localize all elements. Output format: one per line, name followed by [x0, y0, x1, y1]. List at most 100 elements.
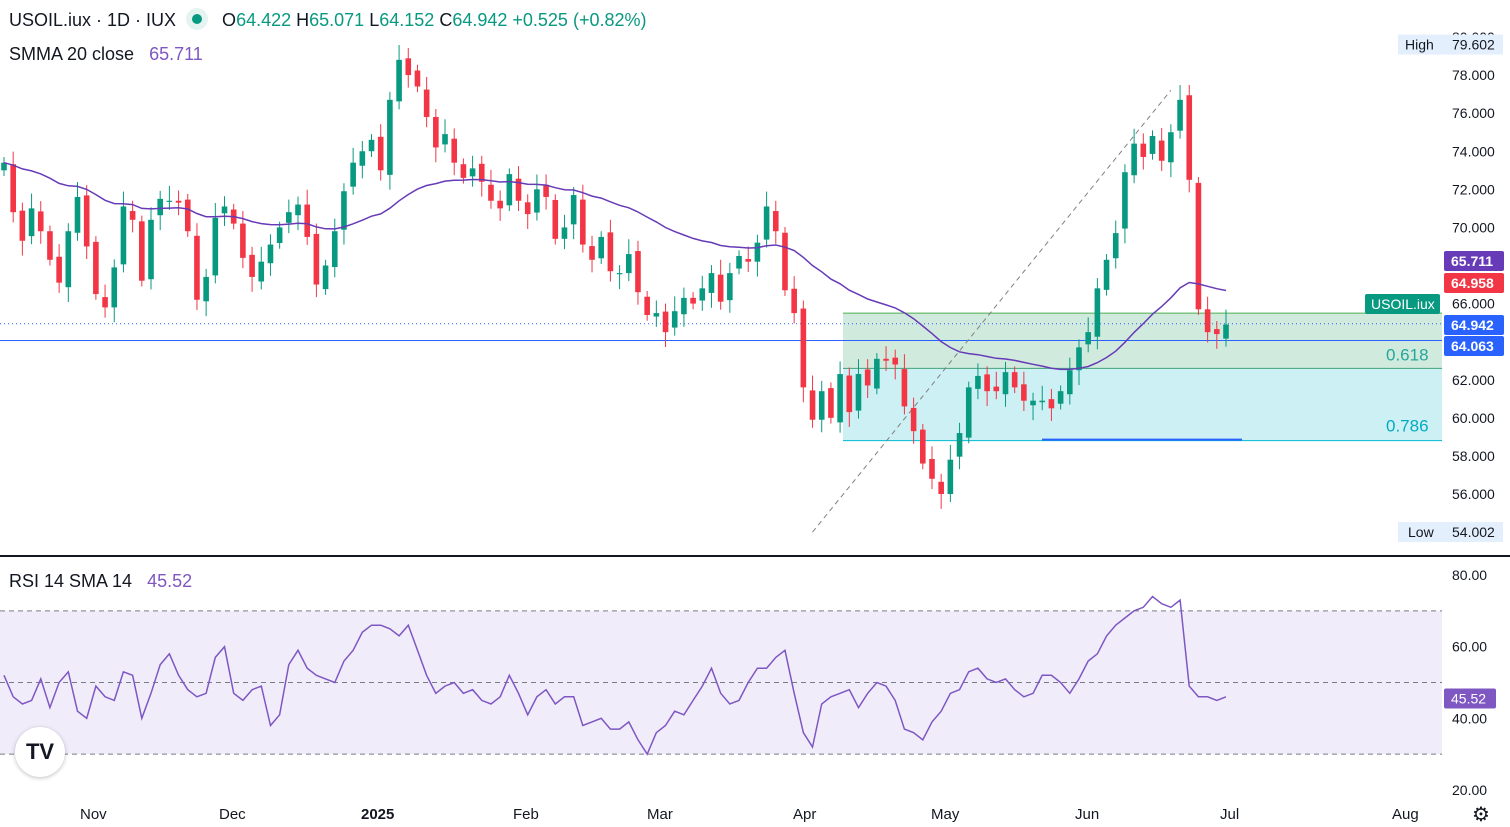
candle-body: [166, 200, 173, 202]
high-tag-value: 79.602: [1452, 37, 1495, 53]
rsi-value: 45.52: [147, 571, 193, 591]
candle-body: [772, 211, 779, 232]
candle-body: [414, 70, 421, 87]
candle-body: [387, 99, 393, 175]
candle-body: [1048, 399, 1055, 409]
rsi-line: [3, 595, 1227, 756]
candle-body: [111, 267, 118, 308]
candle-body: [809, 390, 816, 420]
open-value: 64.422: [236, 9, 292, 30]
candle-body: [1158, 140, 1165, 161]
symbol-tag-bg: [1365, 294, 1440, 314]
candle-body: [1214, 329, 1220, 335]
candle-body: [1195, 182, 1202, 310]
time-axis-label: Feb: [513, 806, 539, 823]
candle-body: [965, 387, 972, 438]
candle-body: [607, 232, 614, 272]
high-value: 65.071: [309, 9, 365, 30]
price-label-bg: [1444, 273, 1504, 293]
market-status-icon[interactable]: [186, 8, 209, 30]
rsi-legend[interactable]: RSI 14 SMA 14 45.52: [9, 571, 192, 592]
candle-body: [534, 189, 540, 213]
candle-body: [423, 89, 430, 117]
candle-body: [396, 59, 402, 102]
candle-body: [855, 374, 862, 411]
time-axis-label: Apr: [793, 806, 816, 823]
candle-body: [47, 231, 53, 260]
smma-legend[interactable]: SMMA 20 close 65.711: [9, 44, 203, 65]
candle-body: [175, 200, 182, 203]
candle-body: [745, 259, 752, 262]
candle-body: [1223, 324, 1229, 339]
candle-body: [240, 223, 246, 258]
open-label: O: [222, 9, 237, 30]
high-tag-bg: [1398, 34, 1503, 55]
time-axis-label: Mar: [647, 806, 673, 823]
candle-body: [598, 236, 605, 259]
candle-body: [561, 227, 568, 239]
close-value: 64.942: [452, 9, 508, 30]
logo-text: TV: [25, 739, 55, 764]
candle-body: [874, 358, 880, 389]
time-axis-label: Dec: [219, 806, 246, 823]
candle-body: [249, 254, 255, 277]
candle-body: [469, 168, 476, 177]
time-axis-label: Jul: [1220, 806, 1239, 823]
settings-gear-icon[interactable]: ⚙: [1472, 804, 1490, 826]
price-label: 64.942: [1451, 317, 1494, 333]
price-axis-tick: 70.000: [1452, 219, 1495, 235]
candle-body: [129, 211, 136, 220]
candle-body: [74, 196, 81, 233]
candle-body: [828, 388, 834, 418]
candle-body: [56, 256, 62, 283]
rsi-axis-tick: 80.00: [1452, 567, 1487, 583]
candle-body: [947, 459, 954, 494]
fib-label-786: 0.786: [1386, 417, 1429, 436]
candle-body: [699, 288, 706, 301]
candle-body: [984, 374, 990, 392]
candle-body: [460, 164, 467, 178]
candle-body: [727, 273, 733, 301]
high-tag-label: High: [1405, 37, 1434, 53]
candle-body: [1131, 143, 1137, 176]
candle-body: [846, 375, 853, 413]
tradingview-logo[interactable]: TV: [15, 727, 65, 777]
low-tag-label: Low: [1408, 524, 1435, 540]
candle-body: [635, 251, 641, 293]
candle-body: [478, 163, 485, 182]
candle-body: [552, 199, 559, 239]
candle-body: [1, 162, 7, 171]
candle-body: [690, 297, 696, 304]
rsi-last-label: 45.52: [1451, 691, 1486, 707]
price-axis-tick: 58.000: [1452, 448, 1495, 464]
candle-body: [616, 273, 623, 275]
candle-body: [184, 199, 191, 232]
low-tag-bg: [1398, 522, 1503, 543]
price-label-bg: [1444, 251, 1504, 271]
candle-body: [1030, 400, 1036, 406]
candle-body: [359, 151, 366, 166]
candle-body: [286, 212, 292, 223]
time-axis-label: Aug: [1392, 806, 1419, 823]
price-axis-tick: 60.000: [1452, 410, 1495, 426]
smma-line: [3, 161, 1227, 371]
price-label-bg: [1444, 315, 1504, 335]
candle-body: [837, 374, 843, 423]
candle-body: [791, 288, 797, 314]
time-axis-label: 2025: [361, 806, 394, 823]
candle-body: [800, 308, 807, 388]
candle-body: [625, 254, 632, 274]
price-axis-tick: 72.000: [1452, 181, 1495, 197]
symbol-tag: USOIL.iux: [1371, 296, 1435, 312]
candle-body: [580, 199, 586, 245]
candle-body: [708, 273, 715, 293]
symbol-title[interactable]: USOIL.iux · 1D · IUX: [9, 9, 177, 30]
candle-body: [1186, 95, 1193, 180]
rsi-last-bg: [1444, 688, 1496, 709]
candle-body: [570, 195, 577, 225]
candle-body: [1085, 332, 1091, 345]
candle-body: [1002, 372, 1009, 395]
candle-body: [1067, 370, 1073, 395]
close-label: C: [439, 9, 453, 30]
